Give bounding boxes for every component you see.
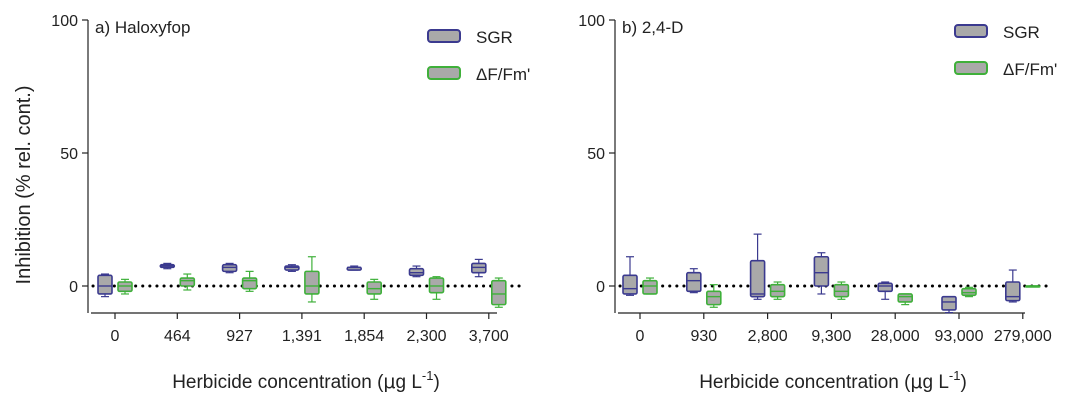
box-iqr bbox=[642, 279, 658, 295]
x-tick-label: 93,000 bbox=[935, 328, 984, 345]
legend-swatch-dffm bbox=[954, 61, 988, 75]
sgr-box bbox=[408, 265, 425, 278]
panel-haloxyfop: a) Haloxyfop 0 50 100 0 464 927 1,391 1,854 2,30… bbox=[51, 13, 530, 393]
legend-label-dffm: ΔF/Fm' bbox=[476, 65, 530, 84]
sgr-box bbox=[97, 273, 113, 298]
panel-24d: b) 2,4-D 0 50 100 0 930 2,800 9,300 28,000 93,00… bbox=[578, 13, 1057, 393]
panel-a-title: a) Haloxyfop bbox=[95, 18, 190, 37]
box-iqr bbox=[877, 282, 894, 293]
panel-b-x-axis-label: Herbicide concentration (μg L-1) bbox=[699, 368, 967, 393]
sgr-box bbox=[346, 265, 363, 271]
sgr-box bbox=[749, 233, 766, 300]
sgr-box bbox=[685, 268, 702, 294]
x-tick-label: 927 bbox=[226, 328, 253, 345]
sgr-box bbox=[941, 295, 957, 314]
box-iqr bbox=[813, 255, 830, 287]
x-tick-label: 9,300 bbox=[811, 328, 851, 345]
legend-swatch-sgr bbox=[954, 24, 988, 38]
panel-b-title: b) 2,4-D bbox=[622, 18, 683, 37]
box-iqr bbox=[97, 274, 113, 295]
svg-text:Herbicide concentration (μg L-: Herbicide concentration (μg L-1) bbox=[172, 368, 440, 393]
y-tick-label: 0 bbox=[69, 279, 78, 296]
sgr-box bbox=[1004, 269, 1021, 303]
legend-label-sgr: SGR bbox=[1003, 23, 1040, 42]
box-iqr bbox=[897, 293, 914, 303]
box-iqr bbox=[622, 274, 638, 295]
sgr-box bbox=[470, 258, 487, 278]
box-iqr bbox=[1004, 281, 1021, 302]
dffm-box bbox=[833, 281, 850, 300]
x-tick-label: 2,300 bbox=[406, 328, 446, 345]
dffm-box bbox=[1025, 285, 1041, 288]
dffm-box bbox=[179, 273, 196, 291]
dffm-box bbox=[705, 284, 722, 308]
x-tick-label: 28,000 bbox=[871, 328, 920, 345]
panel-b-plot: 0 50 100 0 930 2,800 9,300 28,000 93,000 279,000 S… bbox=[578, 13, 1057, 345]
dffm-box bbox=[961, 286, 977, 298]
dffm-box bbox=[366, 278, 383, 300]
y-axis-label: Inhibition (% rel. cont.) bbox=[13, 86, 35, 285]
dffm-box bbox=[241, 270, 258, 292]
box-iqr bbox=[241, 277, 258, 290]
panel-a-plot: 0 50 100 0 464 927 1,391 1,854 2,300 3,700 SGR ΔF/F… bbox=[51, 13, 530, 345]
box-iqr bbox=[705, 290, 722, 306]
box-iqr bbox=[304, 270, 320, 295]
sgr-box bbox=[622, 256, 638, 296]
box-iqr bbox=[490, 279, 507, 306]
y-tick-label: 50 bbox=[587, 146, 605, 163]
sgr-box bbox=[284, 264, 300, 272]
panel-a-x-axis-label: Herbicide concentration (μg L-1) bbox=[172, 368, 440, 393]
x-tick-label: 1,854 bbox=[344, 328, 384, 345]
box-iqr bbox=[179, 277, 196, 287]
legend-swatch-sgr bbox=[427, 29, 461, 43]
dffm-box bbox=[304, 256, 320, 303]
x-tick-label: 464 bbox=[164, 328, 191, 345]
dffm-box bbox=[897, 293, 914, 306]
sgr-box bbox=[877, 281, 894, 300]
legend-swatch-dffm bbox=[427, 66, 461, 80]
x-tick-label: 0 bbox=[111, 328, 120, 345]
dffm-box bbox=[490, 277, 507, 308]
x-tick-label: 3,700 bbox=[469, 328, 509, 345]
y-tick-label: 100 bbox=[51, 13, 78, 30]
x-tick-label: 0 bbox=[636, 328, 645, 345]
svg-text:Herbicide concentration (μg L-: Herbicide concentration (μg L-1) bbox=[699, 368, 967, 393]
dffm-box bbox=[642, 277, 658, 295]
box-iqr bbox=[749, 259, 766, 298]
box-iqr bbox=[685, 271, 702, 293]
sgr-box bbox=[159, 262, 176, 270]
dffm-box bbox=[117, 278, 133, 295]
legend-label-sgr: SGR bbox=[476, 28, 513, 47]
dffm-box bbox=[769, 281, 786, 300]
x-tick-label: 2,800 bbox=[748, 328, 788, 345]
box-iqr bbox=[941, 295, 957, 311]
dffm-box bbox=[428, 276, 445, 300]
x-tick-label: 279,000 bbox=[994, 328, 1052, 345]
sgr-box bbox=[221, 262, 238, 274]
y-tick-label: 50 bbox=[60, 146, 78, 163]
y-tick-label: 100 bbox=[578, 13, 605, 30]
sgr-box bbox=[813, 252, 830, 295]
x-tick-label: 930 bbox=[690, 328, 717, 345]
legend-label-dffm: ΔF/Fm' bbox=[1003, 60, 1057, 79]
y-tick-label: 0 bbox=[596, 279, 605, 296]
x-tick-label: 1,391 bbox=[282, 328, 322, 345]
